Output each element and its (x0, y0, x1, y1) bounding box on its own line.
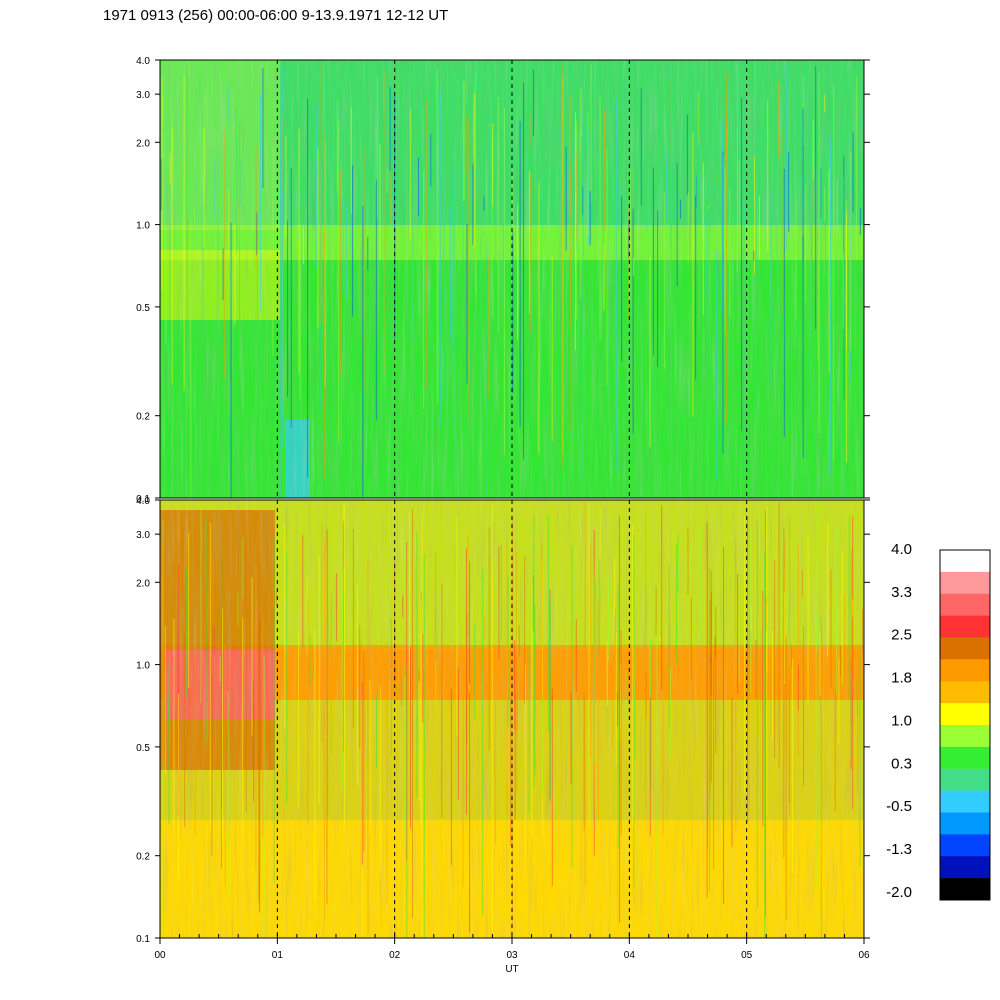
y-tick-label: 1.0 (136, 221, 150, 232)
y-tick-label: 0.2 (136, 852, 150, 863)
colorbar-swatch (940, 703, 990, 726)
x-tick-label: 04 (624, 950, 636, 961)
colorbar-label: -1.3 (886, 841, 912, 858)
y-tick-label: 3.0 (136, 530, 150, 541)
colorbar-swatch (940, 746, 990, 770)
y-tick-label: 0.2 (136, 412, 150, 423)
colorbar-swatch (940, 681, 990, 704)
colorbar-swatch (940, 768, 990, 792)
colorbar-label: 1.0 (891, 712, 912, 729)
colorbar-frame (939, 549, 991, 901)
x-axis-label: UT (505, 964, 518, 975)
colorbar-label: 1.8 (891, 670, 912, 687)
colorbar-label: 3.3 (891, 584, 912, 601)
colorbar-label: 2.5 (891, 627, 912, 644)
x-axis: 00 01 02 03 04 05 06 (154, 934, 870, 961)
colorbar-swatch (940, 790, 990, 813)
colorbar-label: 4.0 (891, 541, 912, 558)
colorbar: 4.0 3.3 2.5 1.8 1.0 0.3 -0.5 -1.3 -2.0 (886, 541, 991, 901)
x-tick-label: 02 (389, 950, 401, 961)
y-tick-label: 2.0 (136, 578, 150, 589)
y-axis: 0.10.20.51.02.03.04.00.10.20.51.02.03.04… (136, 56, 870, 945)
x-tick-label: 05 (741, 950, 753, 961)
y-tick-label: 4.0 (136, 56, 150, 67)
colorbar-swatch (940, 725, 990, 748)
chart-title: 1971 0913 (256) 00:00-06:00 9-13.9.1971 … (103, 7, 448, 24)
x-tick-label: 01 (272, 950, 284, 961)
colorbar-swatch (940, 615, 990, 638)
colorbar-swatch (940, 550, 990, 573)
y-tick-label: 0.1 (136, 934, 150, 945)
colorbar-swatch (940, 812, 990, 835)
x-tick-label: 00 (154, 950, 166, 961)
y-tick-label: 1.0 (136, 661, 150, 672)
y-tick-label: 4.0 (136, 496, 150, 507)
y-tick-label: 0.5 (136, 303, 150, 314)
colorbar-swatch (940, 878, 990, 901)
colorbar-label: -0.5 (886, 798, 912, 815)
colorbar-swatch (940, 637, 990, 660)
colorbar-label: 0.3 (891, 755, 912, 772)
y-tick-label: 0.5 (136, 743, 150, 754)
upper-panel-frame (159, 59, 865, 499)
x-tick-label: 06 (858, 950, 870, 961)
y-tick-label: 2.0 (136, 138, 150, 149)
colorbar-swatch (940, 834, 990, 857)
x-tick-label: 03 (506, 950, 518, 961)
y-tick-label: 0.1 (136, 494, 150, 505)
y-tick-label: 3.0 (136, 90, 150, 101)
colorbar-label: -2.0 (886, 884, 912, 901)
colorbar-swatch (940, 659, 990, 682)
hour-dashed-lines (276, 60, 748, 938)
colorbar-swatch (940, 593, 990, 617)
colorbar-swatch (940, 856, 990, 879)
colorbar-swatch (940, 571, 990, 595)
